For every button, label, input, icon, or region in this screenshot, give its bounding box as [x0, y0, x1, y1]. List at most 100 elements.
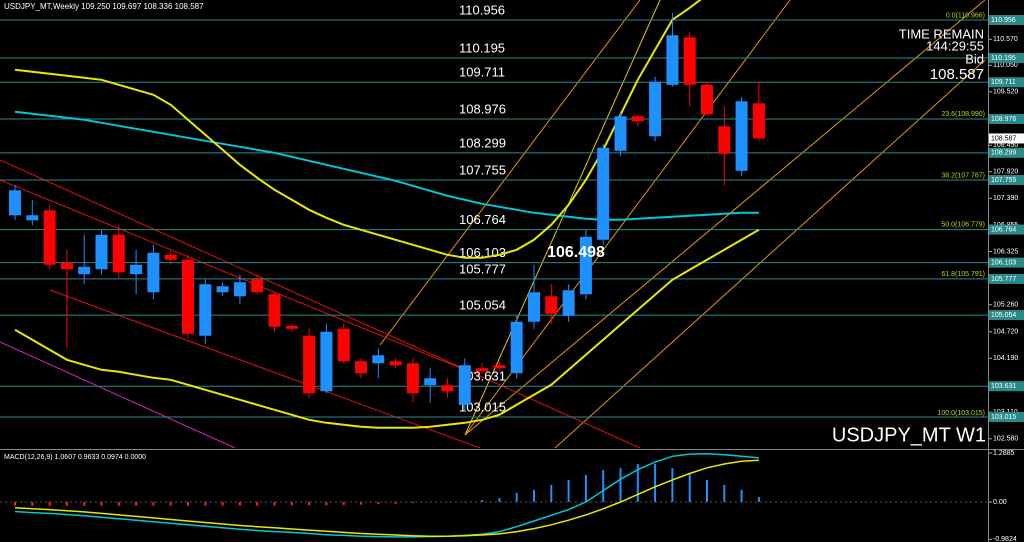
y-tick-label: 107.920 [993, 169, 1018, 176]
y-tick-label: 106.325 [993, 248, 1018, 255]
level-price-box [989, 175, 1024, 186]
level-label: 109.711 [459, 65, 505, 80]
level-price-label: 110.956 [991, 17, 1016, 24]
candle-body [95, 234, 108, 270]
macd-title: MACD(12,26,9) 1.0607 0.9633 0.0974 0.000… [4, 454, 146, 461]
level-price-box [989, 14, 1024, 25]
fib-label: 100.0(103.015) [938, 410, 985, 417]
level-label: 106.764 [459, 212, 506, 227]
bid-price-label: 108.587 [991, 135, 1016, 142]
candle-body [372, 355, 385, 364]
level-price-box [989, 77, 1024, 88]
price-axis: 110.570110.050109.520108.985108.450107.9… [988, 14, 1024, 542]
candle-body [579, 236, 592, 295]
level-label: 108.976 [459, 101, 506, 116]
candle-body [303, 335, 316, 394]
level-price-label: 109.711 [991, 79, 1016, 86]
candle-body [406, 363, 419, 394]
candle-body [701, 84, 713, 115]
time-remain: 144:29:55 [926, 38, 984, 53]
level-label: 110.956 [459, 2, 505, 17]
level-price-label: 105.054 [991, 312, 1016, 319]
indicator-line [14, 228, 760, 429]
candle-body [130, 264, 143, 275]
candle-body [164, 254, 177, 260]
y-tick-label: 110.570 [993, 36, 1018, 43]
candle-body [458, 365, 471, 405]
indicator-line [14, 0, 702, 259]
candle-body [476, 368, 489, 372]
level-label: 105.054 [459, 298, 506, 313]
candle-body [752, 103, 765, 139]
candle-body [78, 266, 91, 275]
candle-body [285, 325, 298, 329]
y-tick-label: 104.720 [993, 329, 1018, 336]
y-tick-label: 108.450 [993, 142, 1018, 149]
candle-body [718, 126, 731, 154]
level-price-label: 103.015 [991, 414, 1016, 421]
candle-body [337, 328, 350, 362]
channel-line [379, 0, 641, 346]
y-tick-label: 0.00 [993, 499, 1007, 506]
level-price-label: 107.755 [991, 177, 1016, 184]
level-price-label: 105.777 [991, 276, 1016, 283]
candle-body [355, 361, 367, 374]
price-panel: 110.956 110.195 109.711 108.976 108.299 107.7… [0, 0, 988, 429]
candle-body [493, 365, 506, 369]
fib-label: 23.6(108.990) [941, 111, 985, 118]
candle-body [545, 296, 558, 314]
channel-line [0, 341, 236, 448]
candle-body [424, 378, 437, 386]
channel-line [554, 59, 986, 448]
fib-label: 0.0(110.966) [946, 12, 985, 19]
level-label: 110.195 [459, 40, 505, 55]
candle-body [216, 286, 229, 293]
y-tick-label: -0.9824 [993, 536, 1017, 542]
fib-label: 61.8(105.791) [941, 271, 985, 278]
candle-body [26, 215, 39, 221]
candle-body [268, 294, 281, 327]
candle-body [510, 321, 523, 374]
candle-body [199, 284, 212, 336]
candle-body [182, 259, 194, 334]
candle-body [649, 81, 662, 137]
y-tick-label: 1.2885 [993, 450, 1015, 457]
level-price-label: 103.631 [991, 383, 1016, 390]
channel-line [0, 179, 471, 373]
macd-line [14, 459, 759, 537]
level-price-box [989, 381, 1024, 392]
level-price-label: 110.195 [991, 55, 1016, 62]
y-tick-label: 105.260 [993, 302, 1018, 309]
candle-body [441, 385, 454, 392]
level-price-box [989, 224, 1024, 235]
channel-line [0, 159, 641, 448]
candle-body [112, 234, 125, 273]
bid-price-box [989, 133, 1024, 144]
candle-body [43, 210, 56, 265]
level-price-label: 108.299 [991, 150, 1016, 157]
indicator-line [14, 110, 759, 221]
price-annotation: 106.498 [547, 244, 605, 261]
candle-body [614, 116, 627, 151]
level-price-box [989, 113, 1024, 124]
level-price-box [989, 53, 1024, 64]
candle-body [666, 35, 679, 85]
level-price-box [989, 257, 1024, 268]
bid: 108.587 [930, 66, 984, 83]
level-label: 105.777 [459, 261, 506, 276]
level-price-box [989, 147, 1024, 158]
level-price-label: 106.103 [991, 259, 1016, 266]
time-remain-label: TIME REMAIN [899, 26, 984, 41]
symbol-header: USDJPY_MT,Weekly 109.250 109.697 108.336… [4, 2, 204, 11]
candle-body [735, 101, 748, 171]
y-tick-label: 109.520 [993, 89, 1018, 96]
candle-body [631, 116, 644, 122]
macd-panel [0, 452, 988, 538]
level-label: 107.755 [459, 162, 506, 177]
candle-body [60, 262, 73, 270]
y-tick-label: 102.580 [993, 436, 1018, 443]
macd-line [14, 452, 759, 538]
candle-body [562, 290, 575, 316]
